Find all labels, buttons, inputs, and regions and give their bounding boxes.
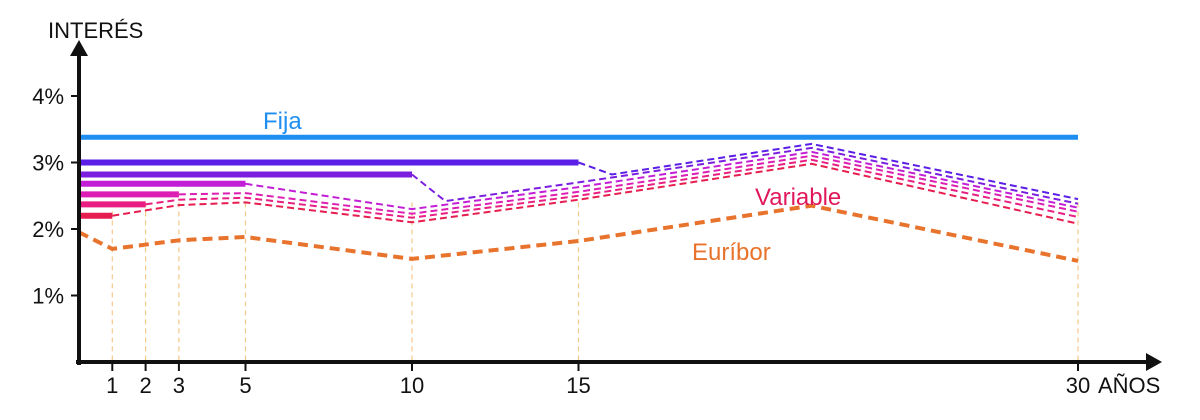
variable-dashed-line-2 [145,158,1079,219]
x-tick-label-1: 1 [106,373,118,398]
ticks: 1 2 3 5 10 15 30 1% 2% 3% 4% [32,84,1090,398]
y-tick-label-3: 3% [32,151,64,176]
variable-dashed-line-3 [178,154,1079,215]
variable-dashed-line-5 [245,150,1079,211]
variable-dashed-line-10 [411,146,1079,205]
label-variable: Variable [755,184,841,211]
axes [70,40,1162,371]
x-tick-label-2: 2 [139,373,151,398]
x-axis-title: AÑOS [1098,373,1160,398]
y-tick-label-4: 4% [32,84,64,109]
x-tick-label-10: 10 [400,373,424,398]
variable-dashed-line-1 [112,162,1079,225]
label-fija: Fija [263,108,302,135]
x-tick-label-30: 30 [1066,373,1090,398]
x-axis-arrow [1146,353,1162,371]
x-tick-label-15: 15 [566,373,590,398]
x-tick-label-5: 5 [239,373,251,398]
x-tick-label-3: 3 [173,373,185,398]
vertical-guides [111,202,1079,362]
series-euribor-line [78,203,1079,263]
y-tick-label-1: 1% [32,284,64,309]
y-axis-arrow [70,40,88,56]
y-tick-label-2: 2% [32,217,64,242]
y-axis-title: INTERÉS [48,18,143,43]
label-euribor: Euríbor [692,239,771,266]
variable-dashed-line-15 [578,142,1079,201]
series-layer [78,134,1079,263]
